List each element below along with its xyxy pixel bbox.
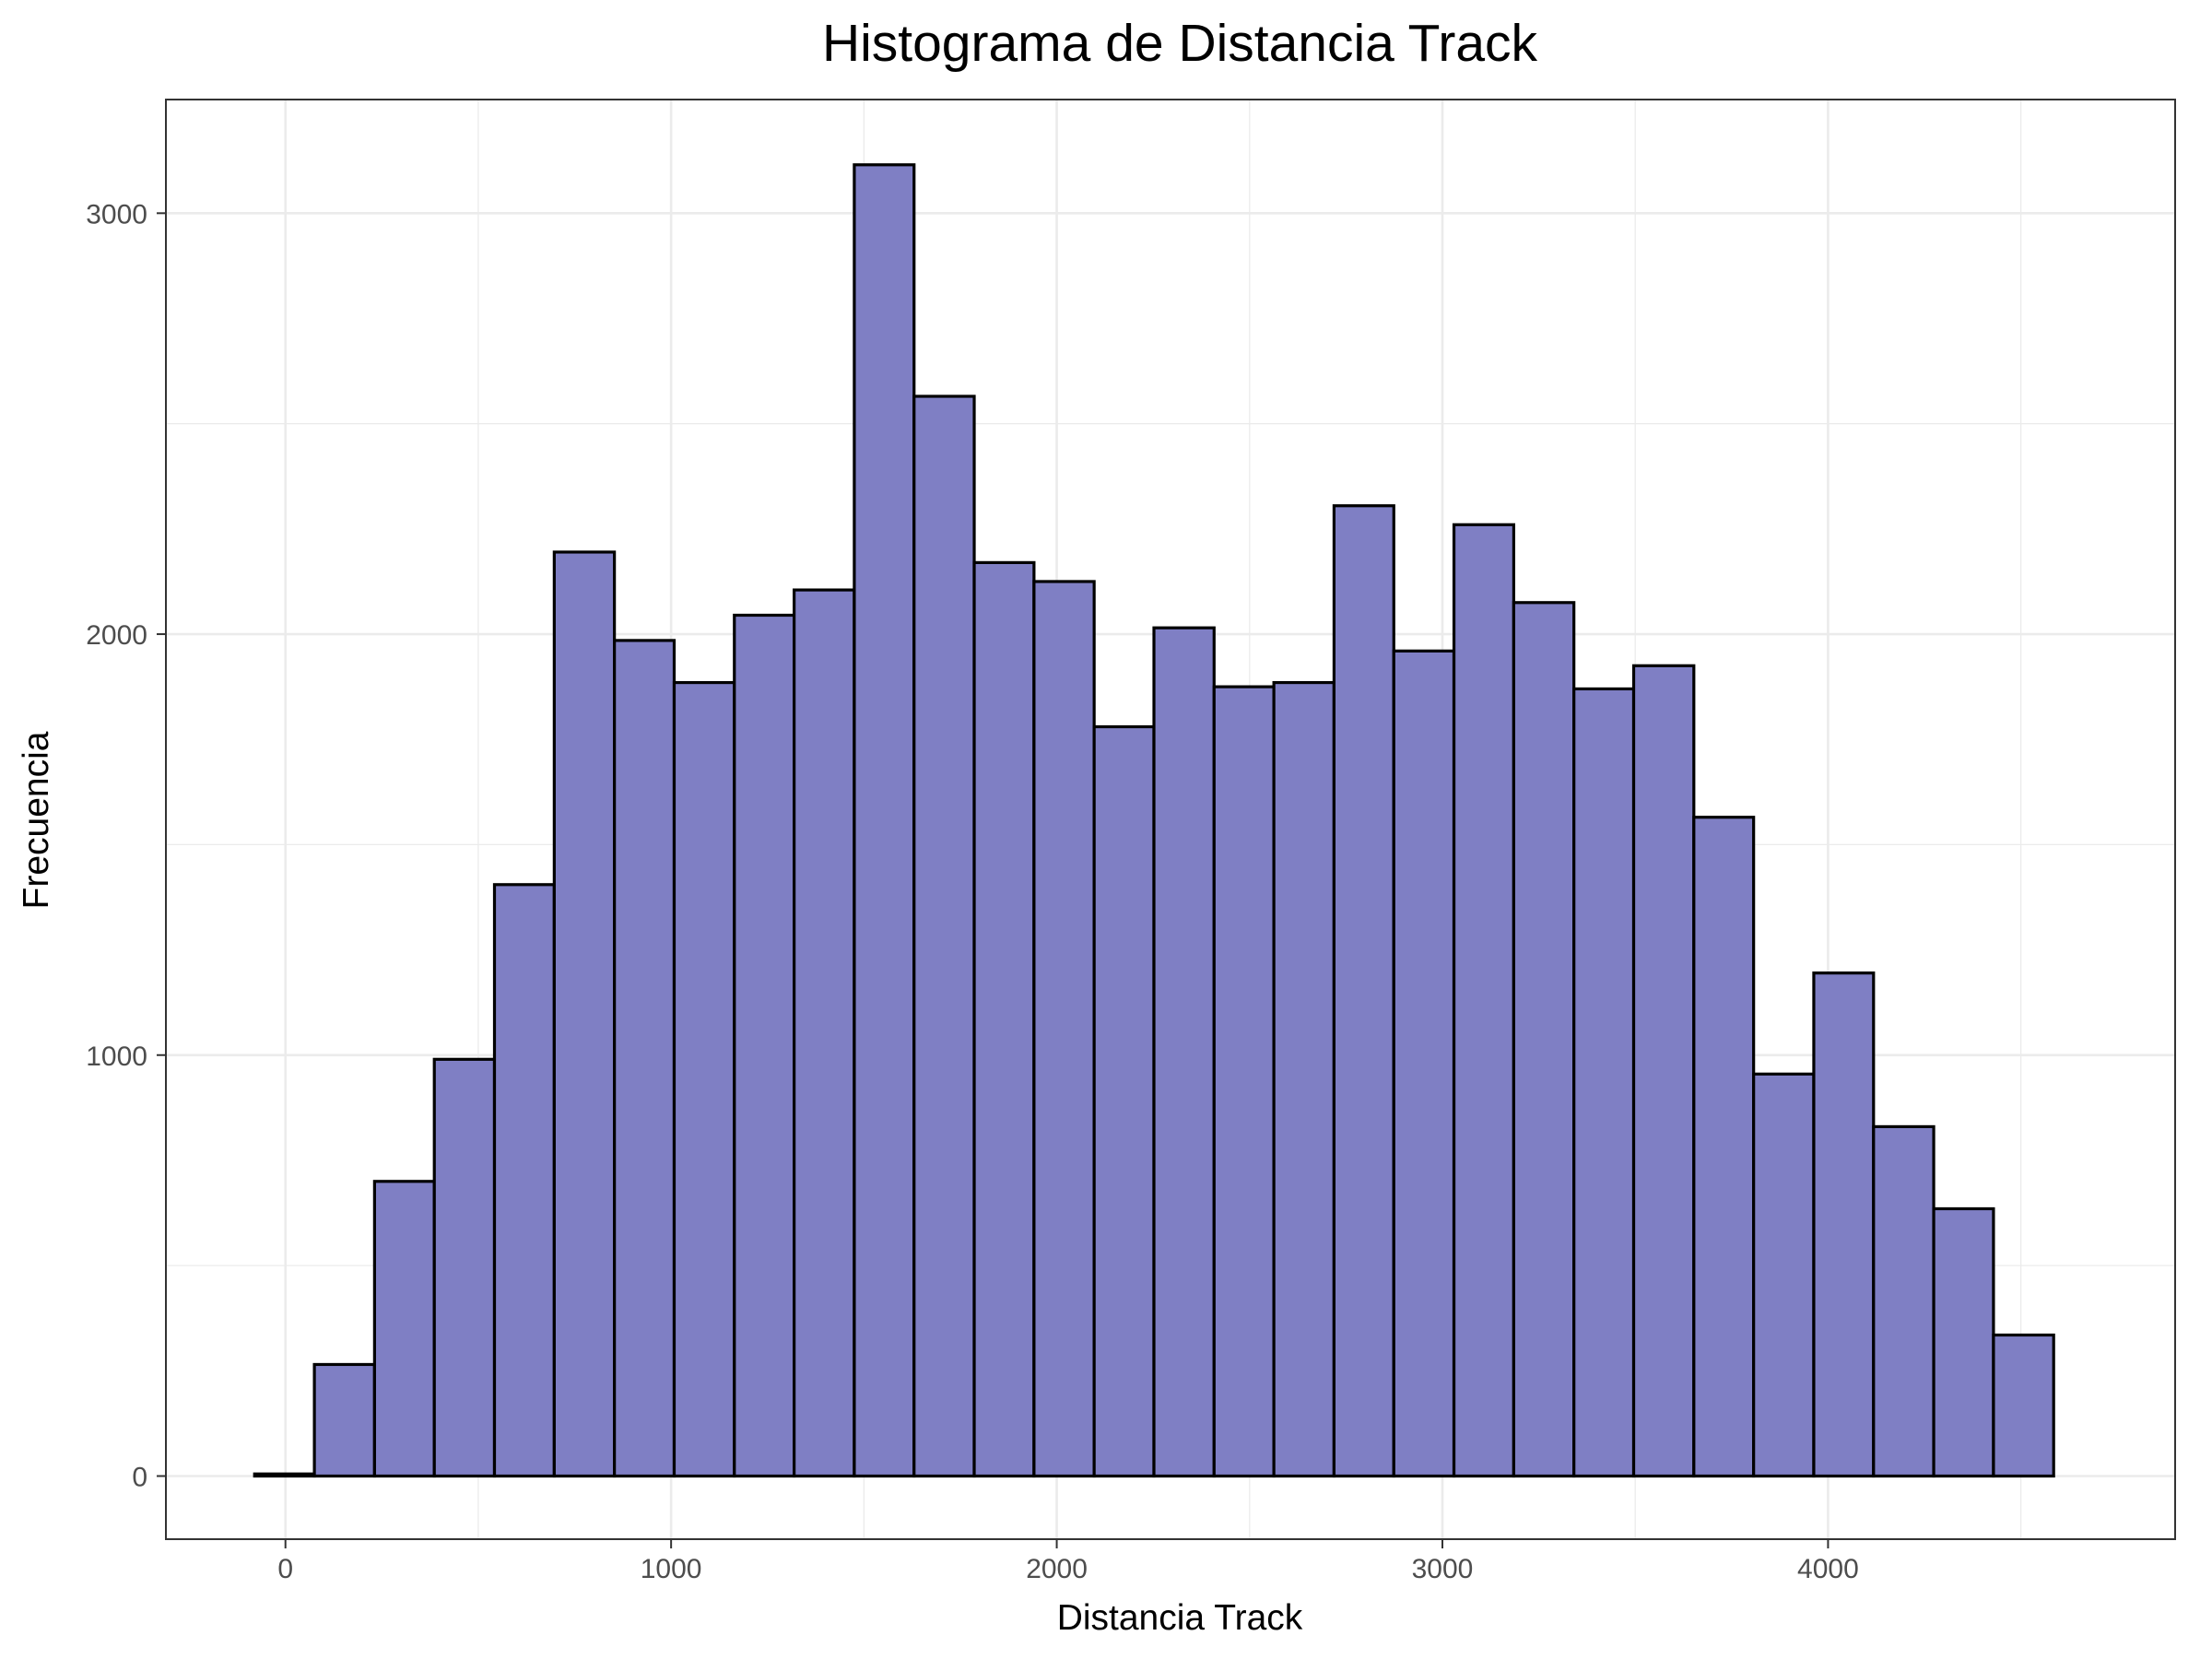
x-tick-label: 1000: [641, 1554, 702, 1584]
x-tick-label: 0: [277, 1554, 293, 1584]
histogram-bar: [372, 1180, 436, 1478]
histogram-bar: [1631, 664, 1696, 1478]
histogram-bar: [432, 1057, 497, 1478]
y-tick-label: 2000: [86, 620, 147, 651]
histogram-bar: [1752, 1072, 1816, 1478]
x-tick-label: 3000: [1412, 1554, 1474, 1584]
histogram-bar: [1032, 580, 1096, 1478]
histogram-bar: [912, 394, 976, 1478]
x-tick-label: 2000: [1026, 1554, 1088, 1584]
histogram-bar: [1212, 685, 1276, 1478]
x-axis-title: Distancia Track: [1057, 1598, 1303, 1638]
histogram-bar: [733, 613, 796, 1478]
histogram-bar: [312, 1362, 376, 1478]
axes: 0 1000 2000 3000 4000 0 1000 2000 3000: [86, 199, 1859, 1584]
histogram-bar: [1872, 1124, 1936, 1478]
plot-panel-border: [165, 99, 2176, 1540]
histogram-bar: [853, 163, 916, 1478]
histogram-bar: [253, 1472, 316, 1478]
histogram-bar: [672, 680, 736, 1478]
y-tick-label: 1000: [86, 1041, 147, 1072]
histogram-bar: [972, 560, 1036, 1478]
histogram-bar: [1092, 724, 1156, 1478]
histogram-bar: [552, 550, 617, 1478]
histogram-bar: [1932, 1206, 1995, 1478]
histogram-bar: [1572, 687, 1636, 1478]
x-tick-label: 4000: [1797, 1554, 1859, 1584]
y-tick-label: 3000: [86, 199, 147, 229]
histogram-bar: [1992, 1333, 2055, 1478]
y-tick-label: 0: [132, 1462, 147, 1492]
histogram-bar: [1272, 680, 1336, 1478]
histogram-bar: [1452, 523, 1515, 1478]
histogram-bar: [1332, 504, 1395, 1478]
histogram-bar: [1512, 601, 1576, 1478]
histogram-bars: [253, 163, 2055, 1478]
histogram-bar: [1152, 626, 1216, 1478]
histogram-bar: [613, 639, 677, 1478]
histogram-bar: [1812, 971, 1876, 1478]
histogram-bar: [1692, 816, 1756, 1478]
histogram-bar: [1392, 649, 1456, 1478]
histogram-bar: [492, 883, 556, 1478]
histogram-bar: [793, 588, 856, 1478]
chart-title: Histograma de Distancia Track: [822, 14, 1538, 73]
y-axis-title: Frecuencia: [17, 731, 56, 909]
